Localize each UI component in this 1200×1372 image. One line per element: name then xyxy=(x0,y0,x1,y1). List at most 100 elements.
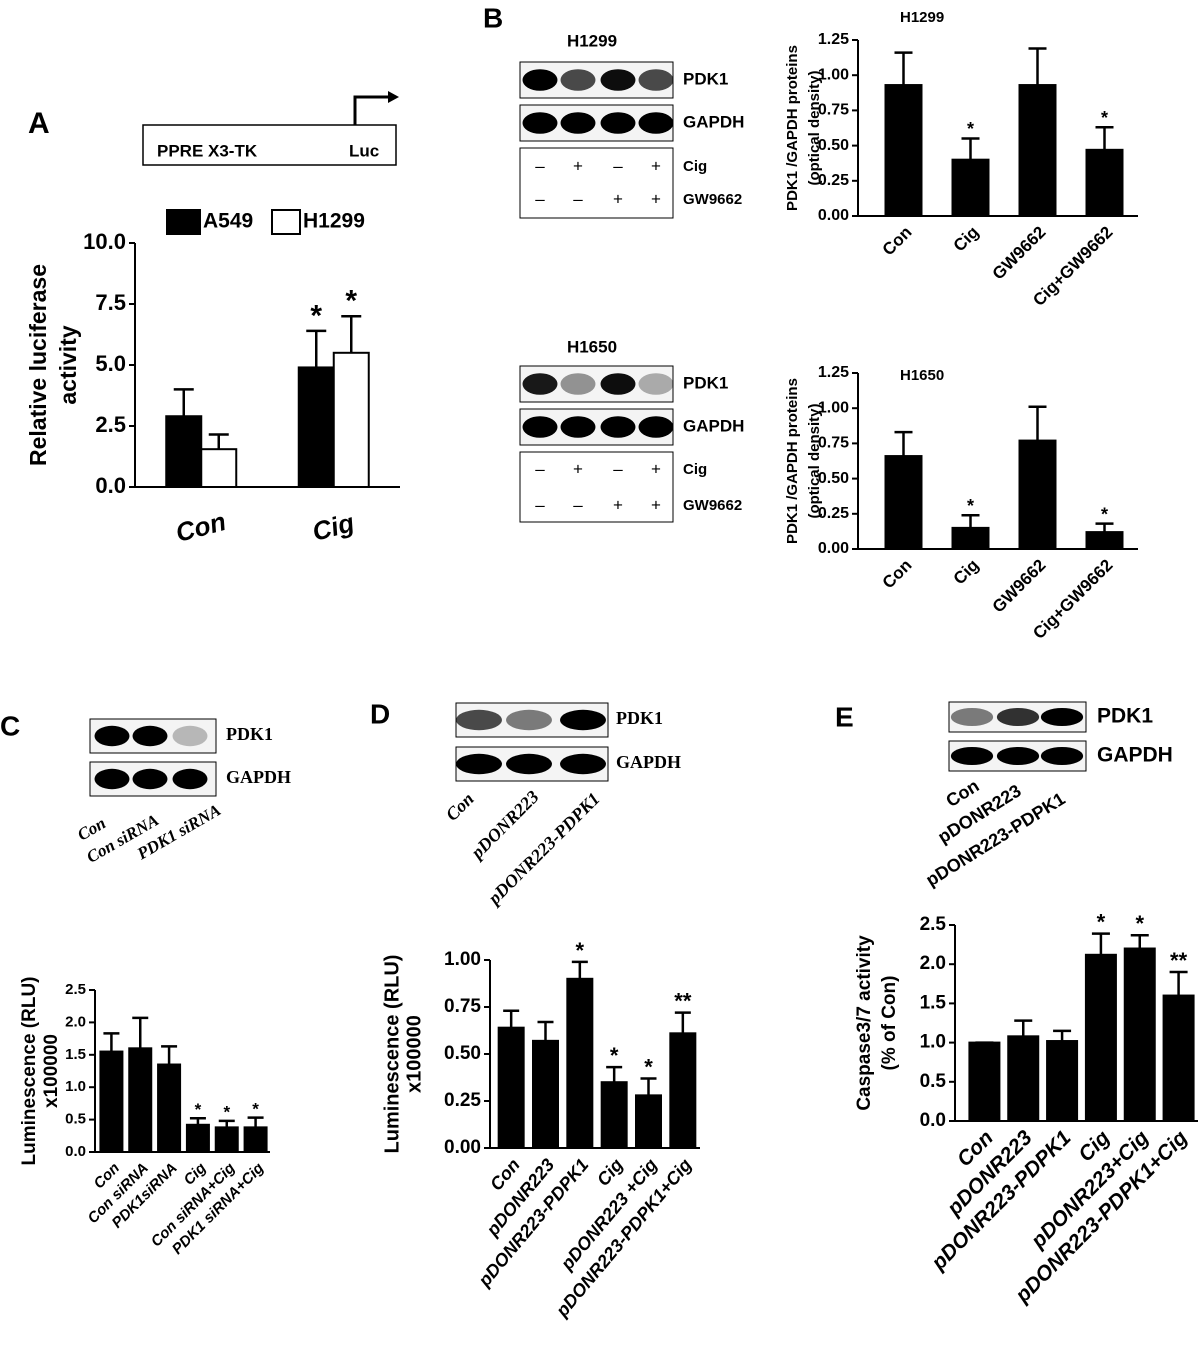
x-tick-label: Con xyxy=(879,556,916,593)
treatment-sign: – xyxy=(535,156,545,175)
blot-band xyxy=(560,373,596,395)
y-tick-label: 0.5 xyxy=(920,1071,947,1092)
blot-band xyxy=(522,69,558,91)
x-tick-label: Cig xyxy=(950,223,983,256)
blot-band xyxy=(600,112,636,134)
chart-title: H1650 xyxy=(900,367,944,384)
y-tick-label: 2.5 xyxy=(920,914,947,935)
blot-band xyxy=(560,112,596,134)
error-bar xyxy=(961,513,980,528)
blot-band xyxy=(456,753,502,775)
blot-band xyxy=(996,708,1040,726)
treatment-sign: + xyxy=(651,189,661,208)
error-bar xyxy=(1169,970,1188,996)
error-bar xyxy=(1053,1029,1072,1042)
significance: * xyxy=(967,496,974,516)
bar xyxy=(1123,947,1156,1123)
y-axis-label: (% of Con) xyxy=(879,976,900,1071)
blot-band xyxy=(1040,708,1084,726)
blot-band xyxy=(506,709,552,731)
y-axis-label: Caspase3/7 activity xyxy=(854,935,875,1111)
bar xyxy=(669,1032,697,1149)
error-bar xyxy=(1028,405,1047,441)
band-label: PDK1 xyxy=(1097,705,1153,728)
y-tick-label: 1.0 xyxy=(65,1078,86,1095)
error-bar xyxy=(674,1011,691,1034)
blot-band xyxy=(560,753,606,775)
y-tick-label: 0.0 xyxy=(65,1143,86,1160)
treatment-sign: – xyxy=(613,459,623,478)
error-bar xyxy=(1130,933,1149,949)
treatment-frame xyxy=(519,451,674,523)
y-tick-label: 1.0 xyxy=(920,1032,946,1053)
blot-band xyxy=(1040,747,1084,765)
error-bar xyxy=(189,1117,206,1125)
bar xyxy=(1085,531,1124,551)
significance: ** xyxy=(674,989,692,1014)
cell-line: H1650 xyxy=(567,337,617,356)
bar xyxy=(214,1126,239,1153)
bar xyxy=(1007,1035,1040,1122)
y-tick-label: 0.50 xyxy=(444,1043,481,1064)
lane-label: Con xyxy=(442,789,478,825)
bar xyxy=(332,351,370,488)
blot-band xyxy=(600,373,636,395)
treatment-sign: + xyxy=(573,459,583,478)
bar xyxy=(165,415,203,488)
y-axis-label: PDK1 /GAPDH proteins xyxy=(784,378,801,544)
panel-label: B xyxy=(483,2,503,33)
error-bar xyxy=(218,1119,235,1128)
y-tick-label: 0.75 xyxy=(818,102,849,119)
y-axis-label: (optical density) xyxy=(806,403,823,518)
x-tick-label: Cig xyxy=(950,556,983,589)
error-bar xyxy=(306,329,327,368)
panel-label: A xyxy=(28,107,50,140)
blot-band xyxy=(522,112,558,134)
y-tick-label: 1.00 xyxy=(444,949,481,970)
construct-box xyxy=(142,124,397,166)
significance: * xyxy=(1097,910,1106,935)
bar xyxy=(968,1041,1001,1122)
band-label: GAPDH xyxy=(683,416,744,435)
error-bar xyxy=(894,430,913,457)
legend-label: H1299 xyxy=(303,210,365,233)
bar xyxy=(185,1123,210,1154)
x-tick-label: GW9662 xyxy=(989,223,1050,284)
band-label: PDK1 xyxy=(226,724,273,744)
blot-band xyxy=(94,768,130,790)
error-bar xyxy=(132,1016,149,1049)
significance: * xyxy=(1101,504,1108,524)
blot-band xyxy=(638,112,674,134)
y-axis-label: x100000 xyxy=(41,1034,62,1108)
x-tick-label: Con xyxy=(172,506,229,548)
treatment-name: GW9662 xyxy=(683,497,742,514)
significance: * xyxy=(576,938,585,963)
bar xyxy=(99,1050,124,1154)
treatment-sign: – xyxy=(535,495,545,514)
band-label: GAPDH xyxy=(616,752,681,772)
error-bar xyxy=(1091,932,1110,955)
blot-band xyxy=(638,373,674,395)
significance: * xyxy=(310,299,322,332)
blot-band xyxy=(172,768,208,790)
blot-band xyxy=(950,747,994,765)
y-axis-label: activity xyxy=(55,325,81,404)
bar xyxy=(635,1094,662,1149)
error-bar xyxy=(208,433,229,450)
bar xyxy=(297,366,335,488)
y-tick-label: 0.75 xyxy=(818,435,849,452)
y-tick-label: 0.00 xyxy=(818,207,849,224)
y-tick-label: 2.5 xyxy=(65,981,86,998)
significance: * xyxy=(644,1054,653,1079)
bar xyxy=(600,1081,628,1149)
error-bar xyxy=(571,960,588,979)
band-label: PDK1 xyxy=(683,373,728,392)
blot-band xyxy=(638,416,674,438)
x-tick-label: Con xyxy=(879,223,916,260)
significance: * xyxy=(1101,108,1108,128)
blot-band xyxy=(600,416,636,438)
y-tick-label: 0.0 xyxy=(920,1110,946,1131)
y-axis-label: Luminescence (RLU) xyxy=(19,977,40,1166)
legend-swatch xyxy=(166,209,201,235)
treatment-sign: + xyxy=(613,495,623,514)
